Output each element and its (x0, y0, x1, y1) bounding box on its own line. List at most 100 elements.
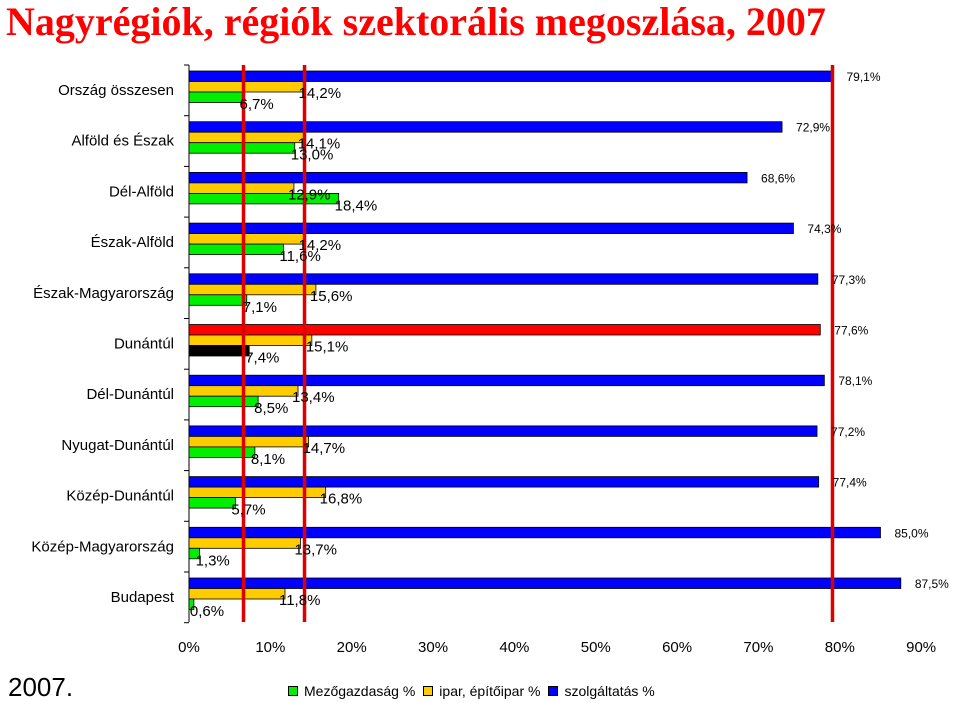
category-label: Észak-Magyarország (33, 285, 174, 302)
bar-services (188, 476, 820, 488)
legend-swatch-agri (288, 686, 298, 696)
data-label-industry: 15,6% (310, 288, 353, 305)
x-tick-label: 0% (178, 639, 200, 656)
data-label-agri: 11,6% (279, 248, 320, 265)
legend: Mezőgazdaság % ipar, építőipar % szolgál… (288, 683, 663, 699)
legend-label-industry: ipar, építőipar % (439, 683, 541, 699)
data-label-agri: 7,4% (245, 350, 279, 367)
data-label-agri: 0,6% (190, 603, 224, 620)
data-label-industry: 15,1% (306, 339, 349, 356)
bar-services (188, 577, 902, 589)
data-label-agri: 13,0% (291, 147, 334, 164)
data-label-services: 74,3% (807, 222, 841, 236)
bar-services (188, 121, 783, 133)
legend-swatch-services (548, 686, 559, 696)
x-tick-label: 40% (499, 639, 529, 656)
legend-label-agri: Mezőgazdaság % (304, 683, 416, 699)
legend-item-agri: Mezőgazdaság % (288, 683, 415, 699)
x-tick-label: 70% (743, 639, 773, 656)
category-label: Budapest (111, 589, 175, 606)
category-label: Észak-Alföld (91, 234, 174, 251)
data-label-agri: 18,4% (335, 197, 378, 214)
data-label-services: 77,2% (831, 425, 865, 439)
data-label-industry: 14,2% (299, 237, 342, 254)
bar-services (188, 526, 881, 539)
bar-services (188, 171, 748, 184)
category-label: Dunántúl (114, 336, 174, 353)
bar-services (188, 222, 794, 235)
bar-agri (188, 497, 236, 509)
bar-industry (188, 435, 309, 448)
data-label-services: 87,5% (915, 577, 949, 591)
bar-agri (188, 446, 256, 458)
bar-agri (188, 91, 244, 103)
bar-industry (188, 486, 327, 499)
data-label-services: 68,6% (761, 171, 795, 185)
year-label: 2007. (8, 672, 74, 702)
bar-agri (188, 547, 200, 560)
x-tick-label: 50% (581, 639, 611, 656)
bar-services (188, 425, 818, 437)
category-label: Közép-Magyarország (31, 538, 174, 555)
bar-industry (188, 283, 317, 296)
x-tick-label: 20% (337, 639, 367, 656)
legend-item-services: szolgáltatás % (548, 683, 655, 699)
data-label-industry: 13,4% (292, 389, 335, 406)
data-label-agri: 8,1% (251, 451, 285, 468)
data-label-agri: 6,7% (240, 96, 274, 113)
x-tick-label: 90% (906, 639, 936, 656)
bar-services (188, 70, 833, 82)
data-label-services: 78,1% (838, 374, 872, 388)
reference-lines-layer (241, 65, 835, 622)
data-label-services: 77,3% (832, 273, 866, 287)
bar-agri (188, 345, 250, 357)
data-label-industry: 14,1% (298, 136, 341, 153)
legend-label-services: szolgáltatás % (564, 683, 655, 699)
bar-industry (188, 81, 305, 93)
bar-agri (188, 294, 248, 306)
labels-layer: 0% 10% 20% 30% 40% 50% 60% 70% 80% 90% Ország össz… (31, 70, 949, 656)
x-tick-label: 60% (662, 639, 692, 656)
bar-industry (188, 182, 295, 194)
data-label-agri: 1,3% (196, 552, 230, 569)
category-label: Ország összesen (58, 82, 174, 99)
data-label-services: 77,4% (833, 476, 867, 490)
bar-industry (188, 588, 286, 600)
category-label: Dél-Dunántúl (86, 386, 174, 403)
category-label: Közép-Dunántúl (66, 488, 174, 505)
bar-industry (188, 334, 313, 346)
axis-layer (184, 64, 190, 624)
category-label: Nyugat-Dunántúl (61, 437, 174, 454)
data-label-industry: 11,8% (279, 592, 320, 609)
bar-services (188, 374, 825, 387)
legend-item-industry: ipar, építőipar % (423, 683, 540, 699)
data-label-agri: 5,7% (231, 502, 265, 519)
bar-industry (188, 233, 305, 245)
bar-services (188, 273, 819, 285)
bar-agri (188, 243, 284, 256)
data-label-agri: 7,1% (243, 299, 277, 316)
legend-swatch-industry (423, 686, 434, 696)
bar-industry (188, 131, 305, 144)
data-label-industry: 14,2% (299, 85, 342, 102)
bar-agri (188, 192, 340, 205)
chart-title: Nagyrégiók, régiók szektorális megoszlás… (6, 0, 826, 44)
bar-agri (188, 395, 259, 408)
category-label: Dél-Alföld (109, 183, 174, 200)
data-label-services: 77,6% (834, 324, 868, 338)
data-label-industry: 14,7% (303, 440, 346, 457)
data-label-services: 79,1% (846, 70, 880, 84)
bar-agri (188, 598, 195, 610)
data-label-industry: 16,8% (320, 491, 363, 508)
bar-services (188, 324, 821, 336)
data-label-services: 85,0% (894, 526, 928, 540)
data-label-industry: 13,7% (294, 541, 337, 558)
data-label-services: 72,9% (796, 121, 830, 135)
data-label-agri: 8,5% (254, 400, 288, 417)
x-tick-label: 10% (255, 639, 285, 656)
x-tick-label: 30% (418, 639, 448, 656)
x-tick-label: 80% (825, 639, 855, 656)
category-label: Alföld és Észak (71, 133, 174, 150)
data-label-industry: 12,9% (288, 186, 331, 203)
